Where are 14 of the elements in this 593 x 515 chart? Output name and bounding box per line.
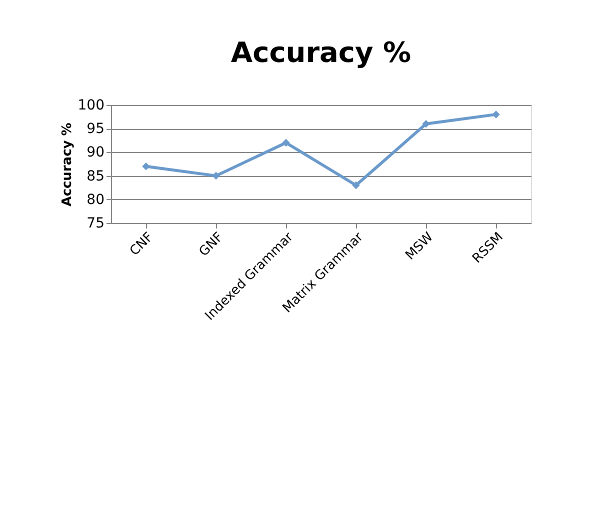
y-axis-title: Accuracy % xyxy=(60,122,75,206)
point xyxy=(352,181,360,190)
y-tick-label: 90 xyxy=(86,144,104,161)
y-tick-label: 85 xyxy=(86,168,104,184)
y-tick-label: 75 xyxy=(86,216,104,232)
point xyxy=(142,162,150,170)
chart-title: Accuracy % xyxy=(230,36,412,69)
point xyxy=(422,120,430,128)
point xyxy=(212,172,220,180)
y-tick-label: 100 xyxy=(78,98,104,114)
point xyxy=(492,110,500,118)
y-tick-label: 80 xyxy=(86,192,104,208)
y-tick-label: 95 xyxy=(86,121,104,138)
point xyxy=(282,138,290,147)
